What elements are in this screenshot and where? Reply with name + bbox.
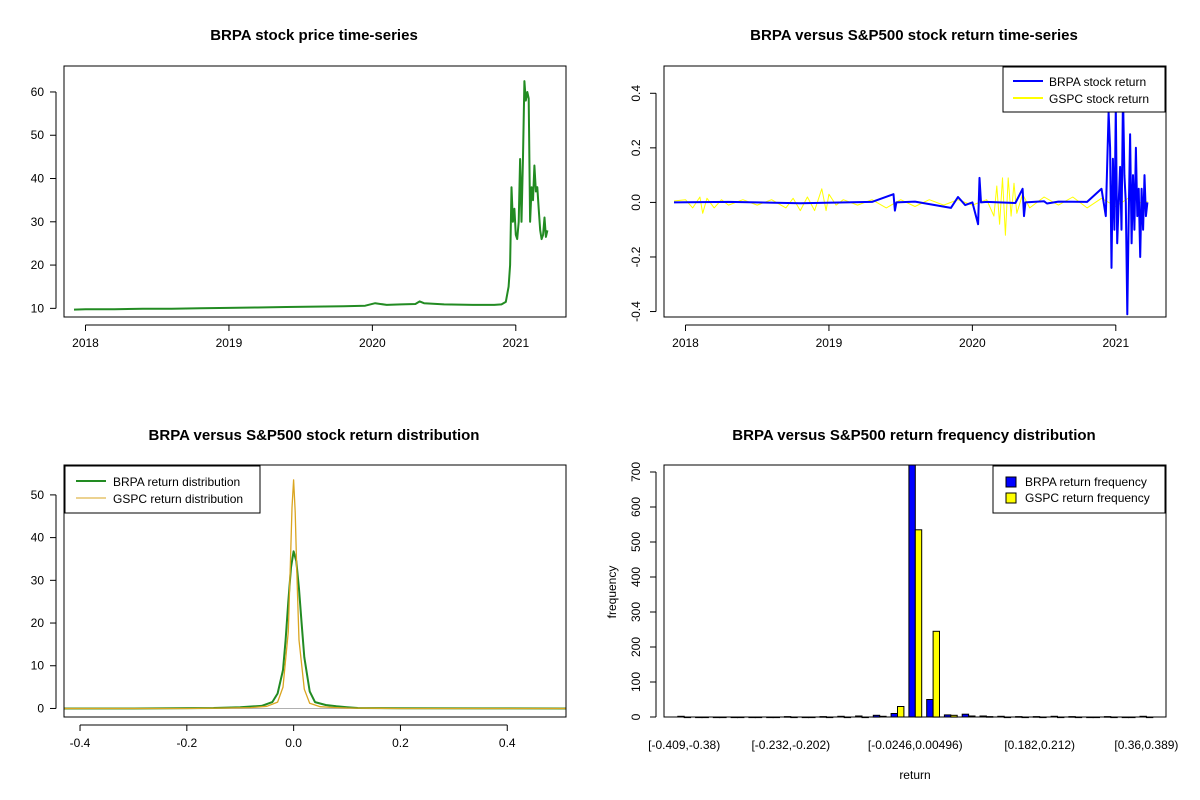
x-tick-label: -0.4	[70, 736, 91, 750]
legend: BRPA return frequency GSPC return freque…	[992, 465, 1166, 514]
legend-swatch-brpa	[1005, 476, 1017, 488]
x-axis: -0.4 -0.2 0.0 0.2 0.4	[70, 724, 516, 750]
legend: BRPA stock return GSPC stock return	[1002, 66, 1166, 113]
y-tick-label: 0.0	[629, 194, 643, 211]
chart-title: BRPA versus S&P500 return frequency dist…	[732, 427, 1095, 444]
plot-frame	[663, 464, 1167, 718]
x-axis: 2018 2019 2020 2021	[72, 324, 529, 350]
bar-brpa	[908, 464, 916, 718]
y-tick-label: -0.4	[629, 301, 643, 322]
bar-brpa	[926, 699, 934, 718]
legend-box	[1002, 66, 1166, 113]
legend-swatch-gspc	[1005, 492, 1017, 504]
bar-gspc	[897, 706, 905, 718]
y-tick-label: -0.2	[629, 246, 643, 267]
bar-gspc	[932, 630, 940, 718]
x-tick-label: [-0.232,-0.202)	[751, 738, 830, 752]
x-tick-label: [-0.409,-0.38)	[648, 738, 720, 752]
y-tick-label: 40	[31, 531, 45, 545]
legend: BRPA return distribution GSPC return dis…	[64, 465, 261, 514]
y-tick-label: 30	[31, 215, 45, 229]
y-axis: 0 100 200 300 400 500 600 700	[629, 462, 657, 720]
y-tick-label: 700	[629, 462, 643, 482]
y-axis: -0.4 -0.2 0.0 0.2 0.4	[629, 85, 657, 322]
x-tick-label: 0.4	[499, 736, 516, 750]
series-line-2	[673, 92, 1149, 316]
plot-area	[663, 464, 1167, 719]
y-tick-label: 400	[629, 567, 643, 587]
y-tick-label: 50	[31, 488, 45, 502]
x-axis: [-0.409,-0.38) [-0.232,-0.202) [-0.0246,0.…	[648, 738, 1178, 752]
legend-box	[992, 465, 1166, 514]
chart-title: BRPA stock price time-series	[210, 27, 418, 44]
y-tick-label: 0.4	[629, 85, 643, 102]
plot-area	[663, 65, 1167, 318]
y-tick-label: 200	[629, 637, 643, 657]
x-tick-label: 2019	[216, 336, 243, 350]
x-tick-label: [0.36,0.389)	[1114, 738, 1178, 752]
panel-frequency-distribution: BRPA versus S&P500 return frequency dist…	[605, 427, 1178, 782]
x-tick-label: 2020	[959, 336, 986, 350]
y-tick-label: 300	[629, 602, 643, 622]
legend-label-brpa: BRPA return frequency	[1025, 475, 1147, 489]
legend-label-brpa: BRPA stock return	[1049, 75, 1146, 89]
y-tick-label: 60	[31, 85, 45, 99]
series-group	[673, 92, 1149, 316]
x-tick-label: 2021	[1102, 336, 1129, 350]
x-tick-label: [-0.0246,0.00496)	[868, 738, 963, 752]
x-tick-label: 2021	[502, 336, 529, 350]
x-tick-label: [0.182,0.212)	[1004, 738, 1075, 752]
y-tick-label: 0	[37, 701, 44, 715]
y-tick-label: 20	[31, 616, 45, 630]
panel-return-timeseries: BRPA versus S&P500 stock return time-ser…	[629, 27, 1167, 350]
series-group	[64, 479, 567, 710]
series-line-1	[73, 80, 549, 311]
x-tick-label: 0.2	[392, 736, 409, 750]
y-axis: 10 20 30 40 50 60	[31, 85, 57, 315]
legend-label-gspc: GSPC stock return	[1049, 92, 1149, 106]
y-tick-label: 500	[629, 532, 643, 552]
plot-frame	[663, 65, 1167, 318]
y-tick-label: 40	[31, 172, 45, 186]
y-tick-label: 0	[629, 713, 643, 720]
y-tick-label: 30	[31, 573, 45, 587]
y-axis: 0 10 20 30 40 50	[31, 488, 57, 715]
y-tick-label: 10	[31, 301, 45, 315]
plot-area	[63, 65, 567, 318]
x-tick-label: 2019	[816, 336, 843, 350]
plot-frame	[63, 464, 567, 718]
y-tick-label: 10	[31, 659, 45, 673]
chart-title: BRPA versus S&P500 stock return distribu…	[149, 427, 480, 444]
y-tick-label: 20	[31, 258, 45, 272]
y-tick-label: 600	[629, 497, 643, 517]
x-tick-label: -0.2	[176, 736, 197, 750]
x-tick-label: 2018	[672, 336, 699, 350]
legend-label-gspc: GSPC return distribution	[113, 492, 243, 506]
y-tick-label: 50	[31, 128, 45, 142]
x-axis: 2018 2019 2020 2021	[672, 324, 1129, 350]
x-axis-label: return	[899, 768, 930, 782]
series-group	[73, 80, 549, 311]
plot-area	[63, 464, 567, 718]
panel-return-distribution: BRPA versus S&P500 stock return distribu…	[31, 427, 567, 750]
bar-brpa	[890, 713, 898, 718]
y-tick-label: 0.2	[629, 139, 643, 156]
panel-brpa-price: BRPA stock price time-series 2018 2019 202…	[31, 27, 567, 350]
legend-label-brpa: BRPA return distribution	[113, 475, 240, 489]
y-axis-label: frequency	[605, 566, 619, 619]
legend-box	[64, 465, 261, 514]
x-tick-label: 2018	[72, 336, 99, 350]
chart-title: BRPA versus S&P500 stock return time-ser…	[750, 27, 1078, 44]
x-tick-label: 2020	[359, 336, 386, 350]
x-tick-label: 0.0	[285, 736, 302, 750]
bar-gspc	[914, 529, 923, 718]
plot-frame	[63, 65, 567, 318]
y-tick-label: 100	[629, 672, 643, 692]
series-line-2	[64, 479, 566, 710]
legend-label-gspc: GSPC return frequency	[1025, 491, 1150, 505]
